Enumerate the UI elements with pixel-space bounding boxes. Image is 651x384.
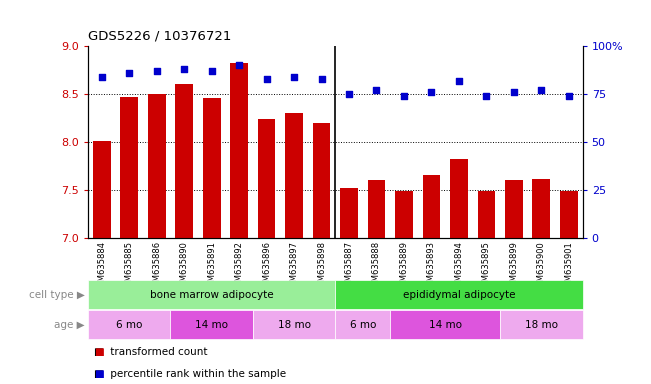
Text: 6 mo: 6 mo: [116, 319, 143, 330]
Bar: [202, 98, 221, 238]
Bar: [395, 191, 413, 238]
Point: [454, 78, 464, 84]
Text: age ▶: age ▶: [54, 319, 85, 330]
Point: [481, 93, 492, 99]
Point: [564, 93, 574, 99]
Point: [316, 76, 327, 82]
Bar: [560, 191, 578, 238]
Text: cell type ▶: cell type ▶: [29, 290, 85, 300]
Text: 6 mo: 6 mo: [350, 319, 376, 330]
Bar: [88, 280, 335, 309]
Point: [96, 74, 107, 80]
Bar: [533, 179, 550, 238]
Bar: [450, 159, 468, 238]
Bar: [148, 94, 165, 238]
Point: [289, 74, 299, 80]
Point: [206, 68, 217, 74]
Bar: [175, 84, 193, 238]
Bar: [505, 180, 523, 238]
Text: ■: ■: [94, 347, 104, 357]
Text: ■  percentile rank within the sample: ■ percentile rank within the sample: [94, 369, 286, 379]
Text: ■  transformed count: ■ transformed count: [94, 347, 208, 357]
Bar: [171, 310, 253, 339]
Text: GDS5226 / 10376721: GDS5226 / 10376721: [88, 29, 231, 42]
Bar: [340, 188, 358, 238]
Bar: [285, 113, 303, 238]
Text: 18 mo: 18 mo: [277, 319, 311, 330]
Bar: [258, 119, 275, 238]
Point: [261, 76, 271, 82]
Bar: [312, 123, 331, 238]
Bar: [335, 280, 583, 309]
Point: [371, 87, 381, 93]
Bar: [230, 63, 248, 238]
Point: [234, 62, 244, 68]
Point: [536, 87, 547, 93]
Point: [124, 70, 134, 76]
Text: 18 mo: 18 mo: [525, 319, 558, 330]
Bar: [92, 141, 111, 238]
Point: [426, 89, 437, 95]
Bar: [477, 191, 495, 238]
Bar: [422, 175, 440, 238]
Text: bone marrow adipocyte: bone marrow adipocyte: [150, 290, 273, 300]
Point: [508, 89, 519, 95]
Bar: [500, 310, 583, 339]
Point: [152, 68, 162, 74]
Point: [399, 93, 409, 99]
Bar: [335, 310, 390, 339]
Point: [179, 66, 189, 72]
Text: 14 mo: 14 mo: [195, 319, 228, 330]
Bar: [368, 179, 385, 238]
Bar: [253, 310, 335, 339]
Text: 14 mo: 14 mo: [429, 319, 462, 330]
Text: epididymal adipocyte: epididymal adipocyte: [403, 290, 515, 300]
Bar: [88, 310, 171, 339]
Point: [344, 91, 354, 97]
Text: ■: ■: [94, 369, 104, 379]
Bar: [120, 97, 138, 238]
Bar: [390, 310, 500, 339]
